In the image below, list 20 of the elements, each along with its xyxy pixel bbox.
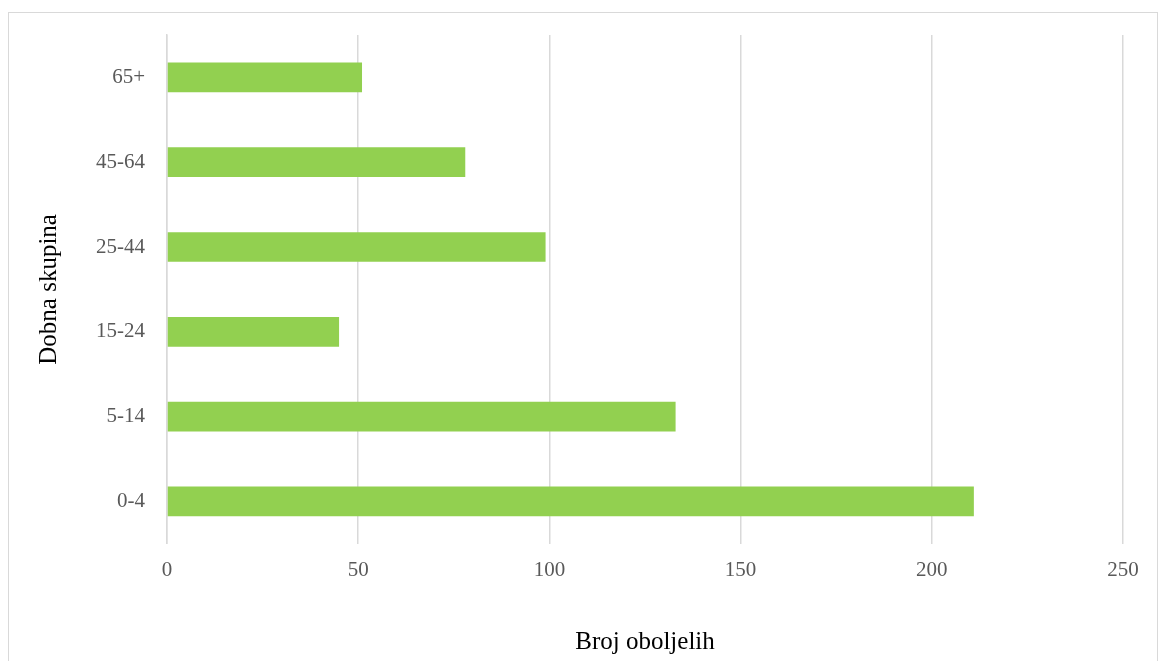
bar — [167, 232, 546, 262]
bar — [167, 62, 363, 93]
y-tick-label: 0-4 — [116, 487, 146, 512]
bar — [167, 316, 340, 347]
x-tick-label: 0 — [161, 556, 173, 581]
y-tick-label: 15-24 — [95, 318, 146, 343]
x-tick-label: 250 — [1107, 556, 1139, 581]
bar — [167, 401, 676, 432]
y-tick-label: 25-44 — [95, 233, 146, 258]
y-axis-title: Dobna skupina — [33, 214, 61, 365]
y-tick-label: 65+ — [112, 63, 145, 88]
x-tick-label: 100 — [533, 556, 566, 581]
x-tick-label: 150 — [724, 556, 757, 581]
y-tick-label: 45-64 — [95, 148, 146, 173]
x-tick-label: 50 — [347, 556, 369, 581]
x-tick-label: 200 — [916, 556, 948, 581]
bar — [167, 486, 974, 517]
y-tick-label: 5-14 — [106, 403, 146, 428]
x-axis-title: Broj oboljelih — [575, 626, 716, 654]
bar — [167, 147, 466, 178]
